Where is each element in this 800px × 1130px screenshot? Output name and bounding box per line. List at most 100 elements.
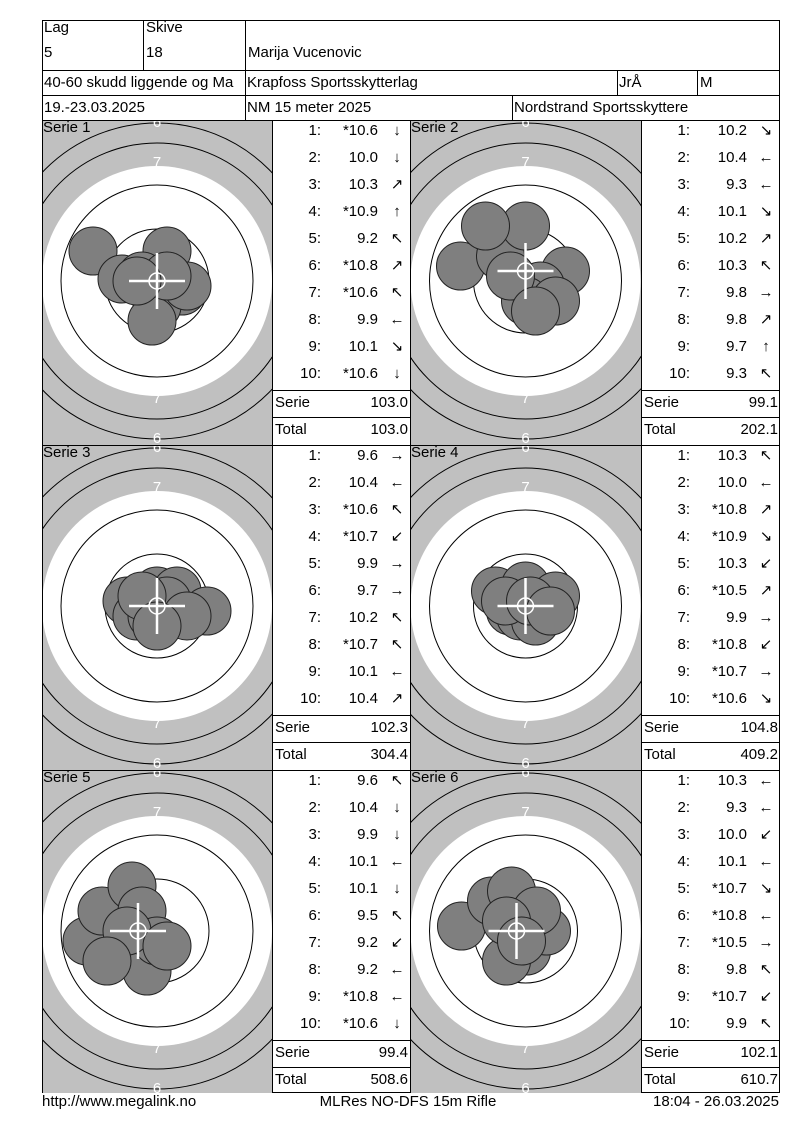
ring-number: 6 [153,439,161,456]
shot-value: *10.7 [712,988,747,1005]
ring-number: 7 [153,715,161,732]
shot-direction: ↘ [760,528,773,545]
serie-label: Serie [275,719,310,736]
shot-value: 9.9 [726,1015,747,1032]
shot-direction: ← [390,663,405,680]
shot-value: 9.9 [357,555,378,572]
shot-direction: ↗ [391,690,404,707]
shot-direction: ↖ [391,609,404,626]
age-class: JrÅ [619,74,642,91]
crosshair [488,903,545,959]
shot-direction: ↖ [391,501,404,518]
shot [142,921,192,971]
shot-direction: ↓ [393,880,401,897]
shot-value: *10.7 [343,528,378,545]
ring-number: 6 [153,1080,161,1097]
crosshair [497,578,554,634]
shot-direction: → [390,582,405,599]
ring-number: 6 [521,439,529,456]
shot-value: 9.3 [726,176,747,193]
ring [60,184,254,378]
serie-sum: 102.1 [740,1044,778,1061]
ring-number: 7 [521,154,529,171]
shot-direction: ↓ [393,826,401,843]
shot-value: 10.4 [349,474,378,491]
shot-number: 10: [669,690,690,707]
series-title: Serie 5 [43,769,91,786]
shot-value: 9.9 [357,826,378,843]
shot-number: 6: [308,582,321,599]
shot-number: 1: [677,447,690,464]
total-sum: 304.4 [370,746,408,763]
shot-direction: ↗ [391,176,404,193]
shot-direction: ← [390,988,405,1005]
ring-number: 6 [521,755,529,772]
ring [411,122,641,440]
shot-number: 7: [308,609,321,626]
shot-value: 9.6 [357,447,378,464]
shot-number: 4: [677,203,690,220]
shot-direction: ← [759,474,774,491]
competition: NM 15 meter 2025 [247,99,371,116]
shot-number: 6: [308,257,321,274]
shot-direction: ← [390,311,405,328]
shot-value: 9.2 [357,961,378,978]
shot-number: 5: [308,555,321,572]
shot-number: 9: [677,663,690,680]
shot-value: 10.1 [349,880,378,897]
shot-number: 2: [677,799,690,816]
ring-number: 7 [153,154,161,171]
ring [43,792,272,1070]
shot-number: 4: [308,528,321,545]
series-title: Serie 6 [411,769,459,786]
ring-number: 8 [153,848,161,865]
shot-number: 3: [677,501,690,518]
shot-number: 2: [308,799,321,816]
shot-value: 10.1 [718,853,747,870]
ring-number: 7 [521,479,529,496]
shot-value: 9.3 [726,799,747,816]
shot-direction: ↖ [760,365,773,382]
shot-direction: → [759,284,774,301]
ring-number: 8 [596,597,604,614]
total-label: Total [275,1071,307,1088]
shot-direction: ↘ [760,122,773,139]
shot-value: *10.7 [712,663,747,680]
shot-number: 1: [308,772,321,789]
skive: 18 [146,44,163,61]
lag: 5 [44,44,52,61]
shot [461,201,510,251]
shot-direction: → [759,663,774,680]
ring [411,467,641,745]
ring [43,467,272,745]
shot-number: 9: [308,988,321,1005]
ring [43,447,272,765]
class: 40-60 skudd liggende og Ma [44,74,234,91]
crosshair [110,903,166,959]
shot-value: *10.6 [343,1015,378,1032]
ring [429,184,622,378]
ten-ring [516,597,535,615]
shot-direction: ← [390,474,405,491]
footer-left: http://www.megalink.no [42,1093,196,1110]
shot-number: 9: [308,663,321,680]
ring-number: 8 [596,272,604,289]
shot-number: 6: [677,582,690,599]
gender: M [700,74,713,91]
ring-number: 6 [521,430,529,447]
shot-value: *10.8 [712,907,747,924]
ring-number: 8 [521,523,529,540]
shot-value: 10.3 [718,772,747,789]
shot-value: 9.5 [357,907,378,924]
shot-direction: ↖ [391,230,404,247]
shot-direction: ↘ [760,203,773,220]
shot-direction: ↖ [391,772,404,789]
shot-value: 9.9 [357,311,378,328]
shot-direction: ↖ [391,907,404,924]
shot-value: *10.5 [712,934,747,951]
shot-value: 10.3 [718,257,747,274]
shot-value: 10.2 [718,230,747,247]
